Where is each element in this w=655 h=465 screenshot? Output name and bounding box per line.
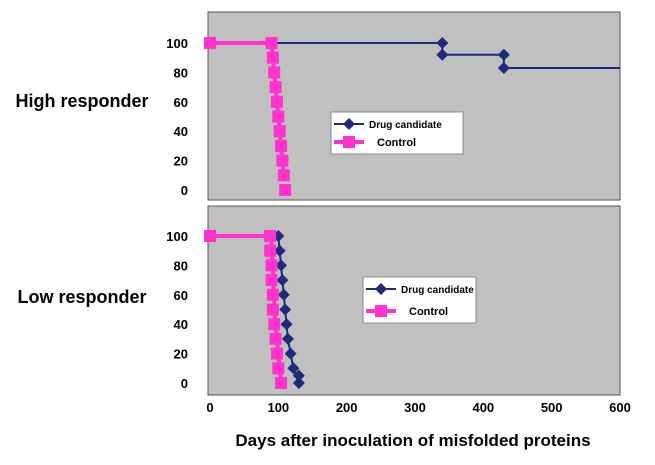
x-axis-title: Days after inoculation of misfolded prot… xyxy=(235,431,590,450)
x-tick-label: 0 xyxy=(206,400,213,415)
drug-series-marker xyxy=(292,369,305,382)
control-series-marker xyxy=(264,230,277,242)
control-series-marker xyxy=(266,288,279,301)
control-series-marker xyxy=(204,37,216,49)
drug-series-marker xyxy=(287,362,300,375)
control-series-marker xyxy=(277,169,290,182)
y-tick-label: 20 xyxy=(174,154,188,169)
control-series-marker xyxy=(272,110,285,123)
y-tick-label: 60 xyxy=(174,288,188,303)
control-series-marker xyxy=(275,377,288,389)
control-series-marker xyxy=(270,347,283,360)
x-tick-label: 400 xyxy=(472,400,494,415)
drug-series-marker xyxy=(275,259,288,272)
drug-series-marker xyxy=(497,61,510,74)
y-tick-label: 40 xyxy=(174,317,188,332)
control-series-marker xyxy=(265,274,278,287)
control-series-marker xyxy=(270,95,283,108)
control-series-marker xyxy=(266,51,279,64)
y-tick-label: 80 xyxy=(174,258,188,273)
y-tick-label: 100 xyxy=(166,36,188,51)
x-tick-label: 300 xyxy=(404,400,426,415)
x-tick-label: 100 xyxy=(267,400,289,415)
control-series-marker xyxy=(264,244,277,257)
legend: Drug candidate Control xyxy=(330,111,464,155)
legend-drug-label: Drug candidate xyxy=(401,285,474,296)
control-series-marker xyxy=(272,362,285,375)
y-tick-label: 20 xyxy=(174,347,188,362)
x-tick-label: 200 xyxy=(336,400,358,415)
panel-low-responder: Low responder 0 20 40 60 80 100 0 100 200 300 400 50… xyxy=(17,205,631,415)
drug-series-marker xyxy=(436,48,449,61)
x-tick-label: 600 xyxy=(609,400,631,415)
control-series-marker xyxy=(265,37,278,49)
control-series-marker xyxy=(269,332,282,345)
control-series-marker xyxy=(268,66,281,79)
control-series-marker xyxy=(273,125,286,138)
panel-high-responder: High responder 0 20 40 60 80 100 Drug candidate… xyxy=(15,11,621,201)
drug-series-marker xyxy=(292,377,305,389)
y-tick-label: 100 xyxy=(166,229,188,244)
drug-series-marker xyxy=(436,37,449,49)
x-tick-label: 500 xyxy=(541,400,563,415)
panel-label: Low responder xyxy=(17,287,146,307)
drug-series-marker xyxy=(281,332,294,345)
legend-control-marker xyxy=(343,136,355,148)
drug-series-marker xyxy=(280,318,293,331)
drug-series-line xyxy=(210,42,620,69)
drug-series-marker xyxy=(284,347,297,360)
legend-drug-label: Drug candidate xyxy=(369,120,442,131)
y-tick-label: 0 xyxy=(181,183,188,198)
control-series-marker xyxy=(275,139,288,152)
control-series-marker xyxy=(266,303,279,316)
panel-label: High responder xyxy=(15,91,148,111)
y-tick-label: 80 xyxy=(174,65,188,80)
y-tick-label: 0 xyxy=(181,376,188,391)
legend-control-marker xyxy=(375,305,387,317)
y-tick-label: 60 xyxy=(174,95,188,110)
legend-drug-marker xyxy=(375,283,387,295)
control-series-marker xyxy=(204,230,216,242)
legend: Drug candidate Control xyxy=(362,276,477,324)
y-tick-label: 40 xyxy=(174,124,188,139)
drug-series-marker xyxy=(276,274,289,287)
drug-series-marker xyxy=(273,244,286,257)
control-series-marker xyxy=(265,259,278,272)
control-series-marker xyxy=(268,318,281,331)
drug-series-marker xyxy=(279,303,292,316)
control-series-marker xyxy=(269,81,282,94)
control-series-marker xyxy=(276,154,289,167)
drug-series-marker xyxy=(277,288,290,301)
legend-control-label: Control xyxy=(409,306,448,318)
legend-control-label: Control xyxy=(377,137,416,149)
control-series-marker xyxy=(279,184,292,196)
drug-series-marker xyxy=(497,48,510,61)
legend-drug-marker xyxy=(343,118,355,130)
